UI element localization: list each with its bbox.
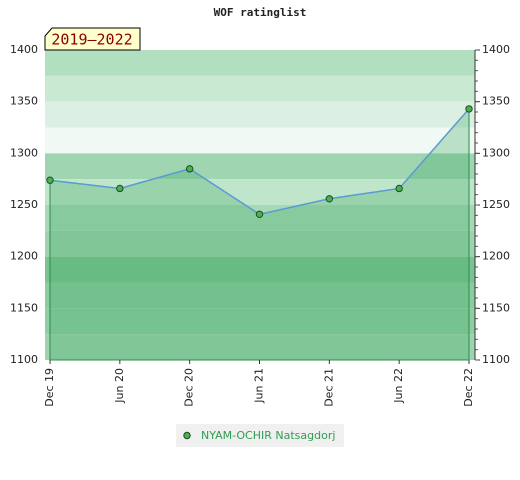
x-tick-label: Dec 19 [43, 368, 56, 407]
background-band [45, 50, 475, 76]
y2-tick-label: 1300 [482, 146, 510, 159]
x-tick-label: Jun 21 [253, 368, 266, 404]
y-tick-label: 1350 [10, 95, 38, 108]
y2-tick-label: 1350 [482, 95, 510, 108]
y2-tick-label: 1400 [482, 43, 510, 56]
legend [176, 424, 344, 447]
marker [325, 195, 334, 203]
background-band [45, 256, 475, 283]
marker [46, 176, 54, 184]
y-tick-label: 1300 [10, 146, 38, 159]
background-band [45, 127, 475, 154]
legend-marker [183, 431, 191, 440]
chart-title: WOF ratinglist [214, 6, 307, 19]
marker [255, 210, 264, 219]
y-tick-label: 1250 [10, 198, 38, 211]
x-tick-label: Dec 21 [322, 368, 335, 407]
y-tick-label: 1400 [10, 43, 38, 56]
annotation: 2019–2022 [51, 31, 132, 49]
y2-tick-label: 1200 [482, 250, 510, 263]
y2-tick-label: 1250 [482, 198, 510, 211]
y2-tick-label: 1100 [482, 353, 510, 366]
x-tick-label: Jun 22 [392, 368, 405, 404]
background-band [45, 75, 475, 102]
marker [465, 105, 473, 113]
y-tick-label: 1200 [10, 250, 38, 263]
marker [395, 184, 403, 193]
y-tick-label: 1150 [10, 301, 38, 314]
background-band [45, 334, 475, 360]
legend-label: NYAM-OCHIR Natsagdorj [201, 429, 335, 442]
x-tick-label: Dec 22 [462, 368, 475, 407]
x-tick-label: Dec 20 [183, 368, 196, 407]
marker [116, 184, 124, 193]
background-band [45, 308, 475, 335]
y-tick-label: 1100 [10, 353, 38, 366]
background-band [45, 101, 475, 128]
background-band [45, 230, 475, 257]
plot-area [45, 50, 475, 361]
annotation-box [44, 27, 141, 51]
x-tick-label: Jun 20 [113, 368, 126, 404]
y2-tick-label: 1150 [482, 301, 510, 314]
background-band [45, 282, 475, 309]
background-band [45, 153, 475, 180]
marker [185, 165, 194, 173]
